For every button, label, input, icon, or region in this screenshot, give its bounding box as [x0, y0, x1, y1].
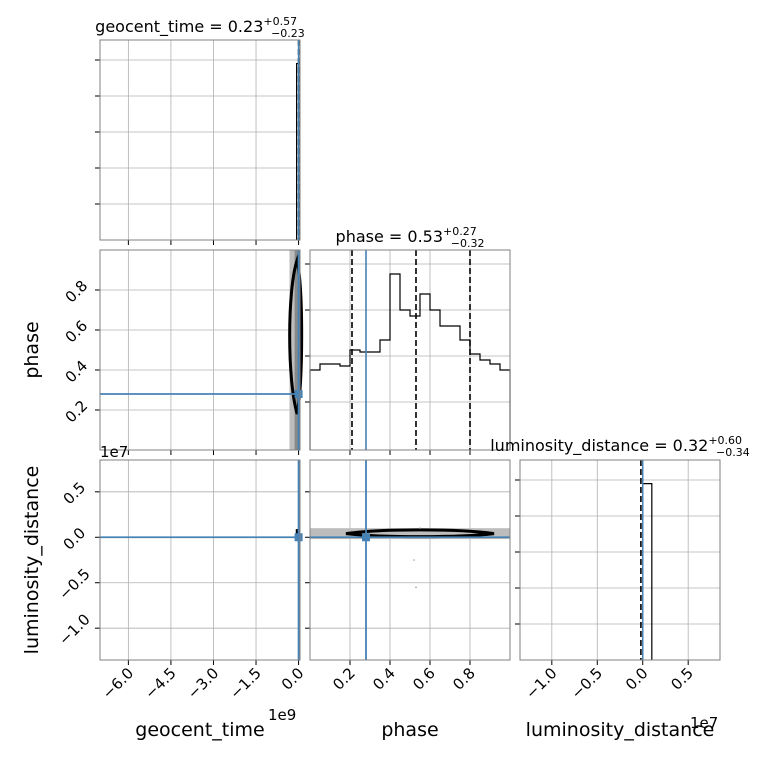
p21-sample-point-0 [413, 559, 415, 561]
p21-contour [345, 528, 495, 539]
p22-frame [519, 459, 721, 661]
p10-ytick-label-0: 0.2 [62, 397, 92, 427]
p20-xtick-label-4: 0.0 [278, 664, 308, 694]
p22-xtick-label-3: 0.5 [667, 664, 697, 694]
title-phase-minus: −0.32 [451, 237, 485, 250]
p22-xtick-label-1: −0.5 [568, 664, 606, 702]
title-geocent-time-main: geocent_time = 0.23 [95, 17, 263, 37]
p21-xtick-label-3: 0.8 [449, 664, 479, 694]
panel-geocent-time-hist [95, 39, 301, 245]
p22-xtick-label-0: −1.0 [522, 664, 560, 702]
p21-density-band [310, 528, 510, 540]
title-luminosity-distance-minus: −0.34 [716, 446, 750, 459]
title-phase: phase = 0.53+0.27 −0.32 [336, 225, 485, 250]
p10-ytick-label-1: 0.4 [62, 357, 92, 387]
p20-xtick-label-3: −1.5 [226, 664, 264, 702]
panel-phase-vs-geocent-time: 0.2 0.4 0.6 0.8 [62, 249, 304, 455]
p20-xtick-label-0: −6.0 [99, 664, 137, 702]
p20-ytick-label-1: −0.5 [55, 565, 93, 603]
p10-truth-marker [294, 390, 303, 398]
title-geocent-time: geocent_time = 0.23+0.57 −0.23 [95, 15, 305, 40]
p20-ytick-label-0: −1.0 [55, 610, 93, 648]
title-luminosity-distance-plus: +0.60 [708, 434, 742, 447]
panel-phase-hist [305, 249, 511, 455]
p21-sample-point-1 [415, 586, 417, 589]
title-luminosity-distance: luminosity_distance = 0.32+0.60 −0.34 [490, 434, 750, 459]
p11-frame [309, 249, 511, 451]
p00-frame [99, 39, 301, 241]
p21-xtick-label-1: 0.4 [369, 664, 399, 694]
offset-label-luminosity-distance-x: 1e7 [690, 714, 718, 732]
p21-frame [309, 459, 511, 661]
offset-label-geocent-time: 1e9 [268, 706, 296, 724]
xlabel-phase: phase [381, 719, 438, 741]
panel-lumdist-vs-phase: 0.2 0.4 0.6 0.8 [305, 459, 511, 694]
panel-lumdist-hist: −1.0 −0.5 0.0 0.5 [515, 459, 721, 703]
p20-xtick-label-1: −4.5 [141, 664, 179, 702]
p20-xtick-label-2: −3.0 [184, 664, 222, 702]
title-phase-plus: +0.27 [443, 225, 477, 238]
p10-density-core [294, 250, 300, 450]
p10-ytick-label-2: 0.6 [62, 317, 92, 347]
p20-truth-marker [294, 533, 303, 542]
p20-ytick-label-2: 0.0 [60, 524, 90, 554]
title-luminosity-distance-main: luminosity_distance = 0.32 [490, 436, 708, 456]
p21-xtick-label-0: 0.2 [329, 664, 359, 694]
xlabel-luminosity-distance: luminosity_distance [526, 719, 715, 741]
p20-frame [99, 459, 301, 661]
title-phase-main: phase = 0.53 [336, 227, 443, 246]
offset-label-luminosity-distance-y: 1e7 [100, 443, 128, 461]
phase-hist-bar [309, 273, 511, 450]
xlabel-geocent-time: geocent_time [135, 719, 264, 741]
p10-contour [288, 254, 304, 415]
panel-lumdist-vs-geocent-time: −1.0 −0.5 0.0 0.5 −6.0 −4.5 −3.0 −1.5 0.0 [55, 459, 308, 703]
title-geocent-time-minus: −0.23 [271, 27, 305, 40]
p20-ytick-label-3: 0.5 [60, 478, 90, 508]
title-geocent-time-plus: +0.57 [263, 15, 297, 28]
p21-xtick-label-2: 0.6 [409, 664, 439, 694]
p22-xtick-label-2: 0.0 [622, 664, 652, 694]
ylabel-phase: phase [21, 321, 43, 378]
p10-frame [99, 249, 301, 451]
p21-truth-marker [362, 533, 370, 542]
p10-ytick-label-3: 0.8 [62, 277, 92, 307]
lumdist-hist-bar [642, 483, 653, 660]
ylabel-luminosity-distance: luminosity_distance [21, 466, 43, 655]
p21-sample-point-2 [419, 527, 421, 529]
